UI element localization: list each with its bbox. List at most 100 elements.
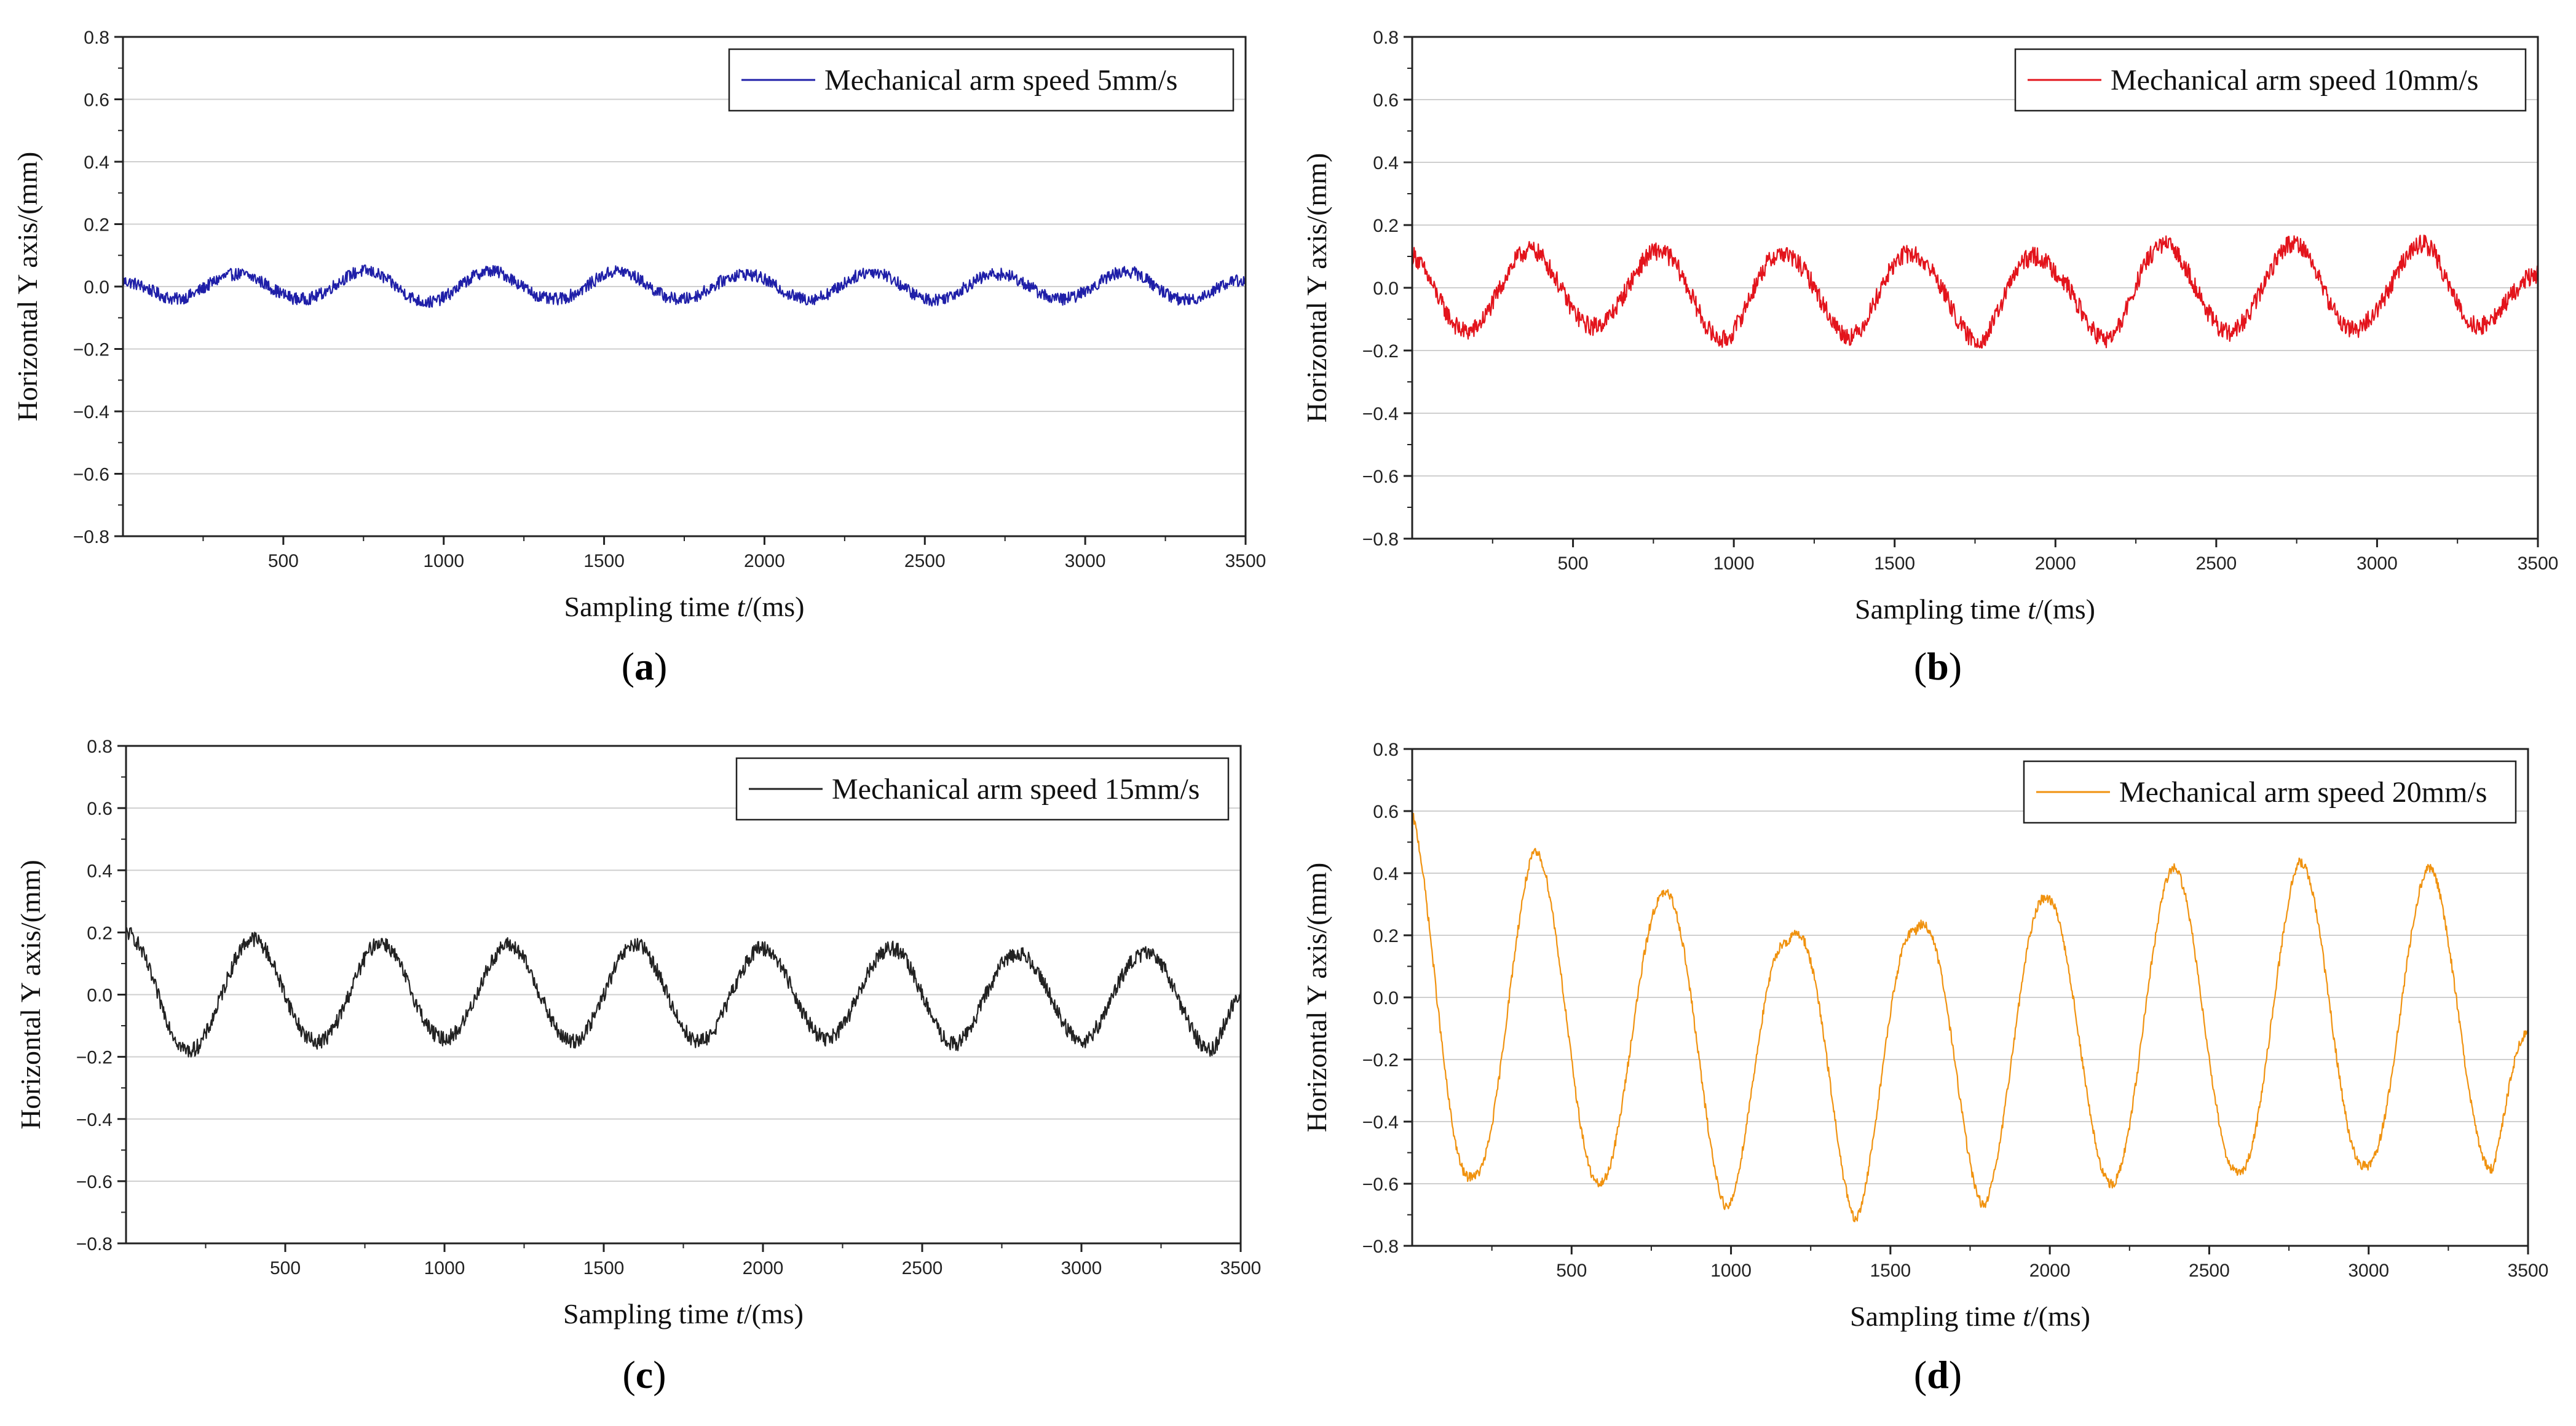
- y-tick-label: −0.6: [1362, 1174, 1399, 1195]
- x-tick-label: 1500: [583, 1258, 625, 1278]
- y-tick-label: −0.8: [76, 1234, 113, 1254]
- y-tick-label: −0.2: [73, 340, 109, 360]
- x-tick-label: 2500: [2189, 1261, 2230, 1281]
- x-tick-label: 500: [268, 551, 299, 571]
- x-tick-label: 500: [1558, 553, 1589, 574]
- y-tick-label: −0.8: [1362, 529, 1399, 550]
- x-tick-label: 1000: [1710, 1261, 1752, 1281]
- x-axis-title: Sampling time t/(ms): [1855, 593, 2095, 625]
- x-tick-label: 2000: [2029, 1261, 2071, 1281]
- legend-entry: Mechanical arm speed 15mm/s: [832, 773, 1199, 806]
- y-axis-title: Horizontal Y axis/(mm): [1301, 153, 1332, 423]
- y-tick-label: −0.2: [1362, 1050, 1399, 1071]
- chart-panel-d: 0.8 0.6 0.4 0.2 0.0 −0.2 −0.4 −0.6 −0.8 500 1000 15…: [1301, 740, 2548, 1396]
- chart-panel-c: 0.8 0.6 0.4 0.2 0.0 −0.2 −0.4 −0.6 −0.8 500 1000 15…: [15, 737, 1261, 1396]
- x-tick-label: 3000: [1065, 551, 1106, 571]
- chart-panel-b: 0.8 0.6 0.4 0.2 0.0 −0.2 −0.4 −0.6 −0.8 500 1000 15…: [1301, 28, 2558, 688]
- x-tick-label: 1500: [1870, 1261, 1911, 1281]
- x-axis-title: Sampling time t/(ms): [1850, 1301, 2090, 1332]
- legend-entry: Mechanical arm speed 20mm/s: [2119, 776, 2487, 809]
- y-tick-label: 0.0: [84, 277, 109, 298]
- y-tick-label: 0.8: [84, 28, 109, 48]
- x-axis: 500 1000 1500 2000 2500 3000 3500: [205, 1243, 1262, 1278]
- y-tick-label: −0.8: [1362, 1237, 1399, 1257]
- x-tick-label: 3500: [1220, 1258, 1262, 1278]
- legend: Mechanical arm speed 20mm/s: [2023, 760, 2517, 824]
- x-tick-label: 500: [270, 1258, 301, 1278]
- y-tick-label: 0.0: [87, 986, 113, 1006]
- y-tick-label: 0.2: [1373, 216, 1399, 236]
- y-tick-label: 0.6: [1373, 90, 1399, 111]
- y-tick-label: −0.4: [76, 1110, 113, 1130]
- y-tick-label: 0.4: [1373, 153, 1399, 173]
- x-axis: 500 1000 1500 2000 2500 3000 3500: [202, 536, 1266, 571]
- y-tick-label: 0.4: [1373, 864, 1399, 884]
- x-tick-label: 1000: [424, 1258, 465, 1278]
- y-tick-label: 0.0: [1373, 279, 1399, 299]
- y-axis: 0.8 0.6 0.4 0.2 0.0 −0.2 −0.4 −0.6 −0.8: [73, 28, 123, 547]
- x-tick-label: 1500: [1874, 553, 1915, 574]
- y-axis-title: Horizontal Y axis/(mm): [15, 860, 46, 1130]
- legend: Mechanical arm speed 15mm/s: [735, 757, 1230, 821]
- y-tick-label: 0.2: [1373, 926, 1399, 946]
- y-tick-label: −0.2: [1362, 341, 1399, 362]
- legend: Mechanical arm speed 5mm/s: [728, 48, 1235, 112]
- chart-panel-a: 0.8 0.6 0.4 0.2 0.0 −0.2 −0.4 −0.6 −0.8 500 1000 15…: [12, 28, 1266, 688]
- y-axis: 0.8 0.6 0.4 0.2 0.0 −0.2 −0.4 −0.6 −0.8: [1362, 28, 1412, 550]
- x-tick-label: 2500: [904, 551, 946, 571]
- y-tick-label: −0.6: [73, 465, 109, 485]
- x-tick-label: 1000: [1713, 553, 1755, 574]
- x-tick-label: 3000: [1061, 1258, 1102, 1278]
- y-axis: 0.8 0.6 0.4 0.2 0.0 −0.2 −0.4 −0.6 −0.8: [76, 737, 126, 1254]
- x-tick-label: 2000: [2035, 553, 2076, 574]
- y-tick-label: 0.6: [87, 799, 113, 819]
- y-tick-label: 0.2: [87, 923, 113, 943]
- x-tick-label: 1000: [423, 551, 464, 571]
- x-axis: 500 1000 1500 2000 2500 3000 3500: [1491, 539, 2559, 574]
- x-axis-title: Sampling time t/(ms): [564, 591, 805, 622]
- y-tick-label: 0.6: [1373, 802, 1399, 822]
- series-line: [1411, 810, 2529, 1222]
- y-tick-label: 0.8: [1373, 28, 1399, 48]
- y-tick-label: 0.8: [1373, 740, 1399, 760]
- x-tick-label: 2500: [902, 1258, 943, 1278]
- x-tick-label: 3500: [1225, 551, 1266, 571]
- panel-label: (c): [622, 1353, 666, 1396]
- panel-label: (d): [1914, 1353, 1962, 1396]
- x-axis: 500 1000 1500 2000 2500 3000 3500: [1491, 1246, 2549, 1281]
- y-tick-label: −0.6: [1362, 467, 1399, 487]
- x-axis-title: Sampling time t/(ms): [563, 1298, 804, 1329]
- y-axis-title: Horizontal Y axis/(mm): [12, 152, 43, 422]
- y-tick-label: −0.4: [73, 402, 109, 422]
- x-tick-label: 3500: [2518, 553, 2559, 574]
- x-tick-label: 2000: [744, 551, 785, 571]
- legend: Mechanical arm speed 10mm/s: [2014, 48, 2527, 112]
- x-tick-label: 2500: [2195, 553, 2237, 574]
- x-tick-label: 1500: [583, 551, 625, 571]
- series-line: [1411, 234, 2538, 349]
- gridlines: [1412, 810, 2528, 1184]
- y-tick-label: 0.8: [87, 737, 113, 757]
- y-axis-title: Horizontal Y axis/(mm): [1301, 863, 1332, 1133]
- x-tick-label: 3500: [2508, 1261, 2549, 1281]
- y-tick-label: −0.4: [1362, 1112, 1399, 1133]
- y-axis: 0.8 0.6 0.4 0.2 0.0 −0.2 −0.4 −0.6 −0.8: [1362, 740, 1412, 1257]
- y-tick-label: −0.6: [76, 1172, 113, 1192]
- y-tick-label: −0.8: [73, 527, 109, 547]
- x-tick-label: 3000: [2357, 553, 2398, 574]
- x-tick-label: 2000: [743, 1258, 784, 1278]
- panel-label: (b): [1914, 644, 1962, 688]
- y-tick-label: 0.2: [84, 215, 109, 236]
- gridlines: [123, 98, 1246, 475]
- x-tick-label: 3000: [2348, 1261, 2389, 1281]
- y-tick-label: 0.6: [84, 90, 109, 111]
- series-line: [125, 927, 1242, 1058]
- panel-label: (a): [622, 644, 668, 688]
- series-line: [122, 264, 1247, 308]
- y-tick-label: −0.4: [1362, 404, 1399, 424]
- y-tick-label: 0.4: [87, 861, 113, 881]
- legend-entry: Mechanical arm speed 10mm/s: [2111, 64, 2478, 97]
- legend-entry: Mechanical arm speed 5mm/s: [824, 64, 1177, 97]
- y-tick-label: −0.2: [76, 1048, 113, 1068]
